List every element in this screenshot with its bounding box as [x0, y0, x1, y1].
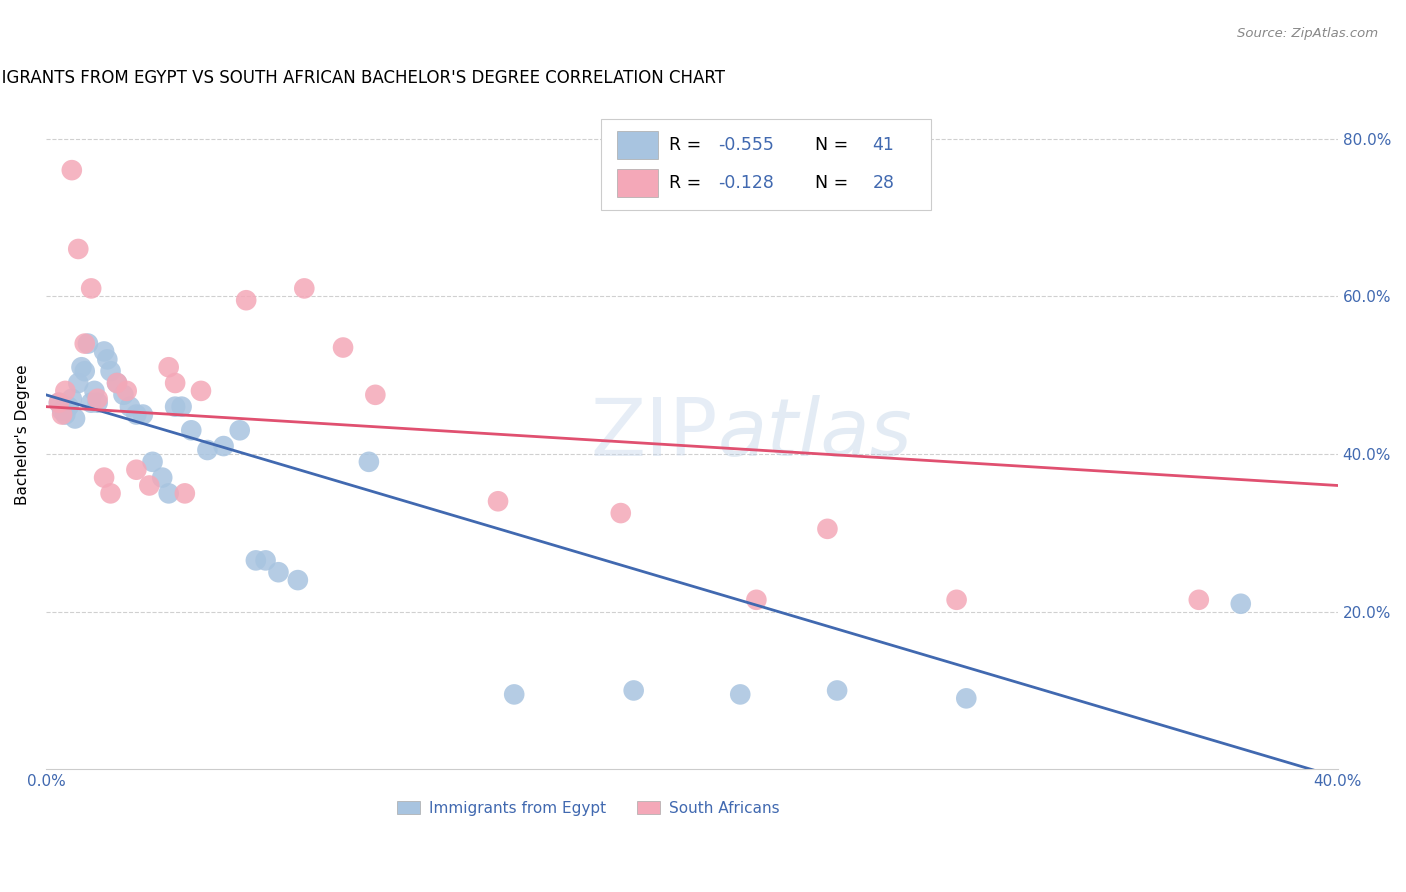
Point	[170, 400, 193, 414]
Point	[212, 439, 235, 453]
Point	[825, 683, 848, 698]
Point	[292, 281, 315, 295]
Point	[115, 384, 138, 398]
Point	[93, 344, 115, 359]
Text: R =: R =	[669, 136, 706, 153]
Point	[254, 553, 277, 567]
Point	[815, 522, 838, 536]
Point	[73, 364, 96, 378]
Point	[77, 336, 100, 351]
Point	[1188, 592, 1211, 607]
Point	[245, 553, 267, 567]
Point	[728, 687, 751, 701]
Point	[60, 392, 83, 406]
Point	[118, 400, 141, 414]
Point	[138, 478, 160, 492]
Point	[70, 360, 93, 375]
Point	[197, 442, 219, 457]
Point	[180, 423, 202, 437]
Point	[51, 408, 73, 422]
Point	[945, 592, 967, 607]
Point	[235, 293, 257, 308]
Point	[63, 411, 86, 425]
Y-axis label: Bachelor's Degree: Bachelor's Degree	[15, 364, 30, 505]
Point	[112, 388, 135, 402]
Point	[67, 376, 90, 390]
Point	[53, 384, 76, 398]
Point	[48, 395, 70, 409]
Point	[93, 470, 115, 484]
Legend: Immigrants from Egypt, South Africans: Immigrants from Egypt, South Africans	[391, 795, 786, 822]
Point	[60, 163, 83, 178]
Point	[51, 403, 73, 417]
Point	[173, 486, 195, 500]
Text: ZIP: ZIP	[591, 395, 717, 474]
Text: 28: 28	[873, 174, 894, 192]
Text: R =: R =	[669, 174, 706, 192]
Point	[955, 691, 977, 706]
Point	[67, 242, 90, 256]
Text: 41: 41	[873, 136, 894, 153]
Point	[190, 384, 212, 398]
Point	[267, 565, 290, 579]
Point	[357, 455, 380, 469]
Text: atlas: atlas	[717, 395, 912, 474]
Point	[157, 486, 180, 500]
Point	[125, 408, 148, 422]
Point	[503, 687, 526, 701]
Point	[86, 395, 108, 409]
FancyBboxPatch shape	[617, 169, 658, 197]
Text: N =: N =	[804, 136, 853, 153]
Point	[364, 388, 387, 402]
Point	[80, 395, 103, 409]
Point	[165, 376, 187, 390]
Point	[100, 486, 122, 500]
Point	[105, 376, 128, 390]
Point	[58, 400, 80, 414]
Text: IMMIGRANTS FROM EGYPT VS SOUTH AFRICAN BACHELOR'S DEGREE CORRELATION CHART: IMMIGRANTS FROM EGYPT VS SOUTH AFRICAN B…	[0, 69, 725, 87]
Point	[150, 470, 173, 484]
Point	[80, 281, 103, 295]
Text: Source: ZipAtlas.com: Source: ZipAtlas.com	[1237, 27, 1378, 40]
Text: N =: N =	[804, 174, 853, 192]
Point	[228, 423, 250, 437]
Point	[332, 341, 354, 355]
Point	[141, 455, 163, 469]
Point	[745, 592, 768, 607]
FancyBboxPatch shape	[602, 120, 931, 210]
Point	[287, 573, 309, 587]
Point	[86, 392, 108, 406]
Point	[1229, 597, 1251, 611]
Point	[83, 384, 105, 398]
Point	[96, 352, 118, 367]
Point	[48, 395, 70, 409]
Point	[165, 400, 187, 414]
Point	[125, 463, 148, 477]
Point	[100, 364, 122, 378]
Text: -0.555: -0.555	[717, 136, 773, 153]
Point	[610, 506, 633, 520]
Point	[623, 683, 645, 698]
Point	[105, 376, 128, 390]
Point	[486, 494, 509, 508]
Text: -0.128: -0.128	[717, 174, 773, 192]
Point	[53, 408, 76, 422]
Point	[73, 336, 96, 351]
Point	[132, 408, 155, 422]
FancyBboxPatch shape	[617, 131, 658, 159]
Point	[157, 360, 180, 375]
